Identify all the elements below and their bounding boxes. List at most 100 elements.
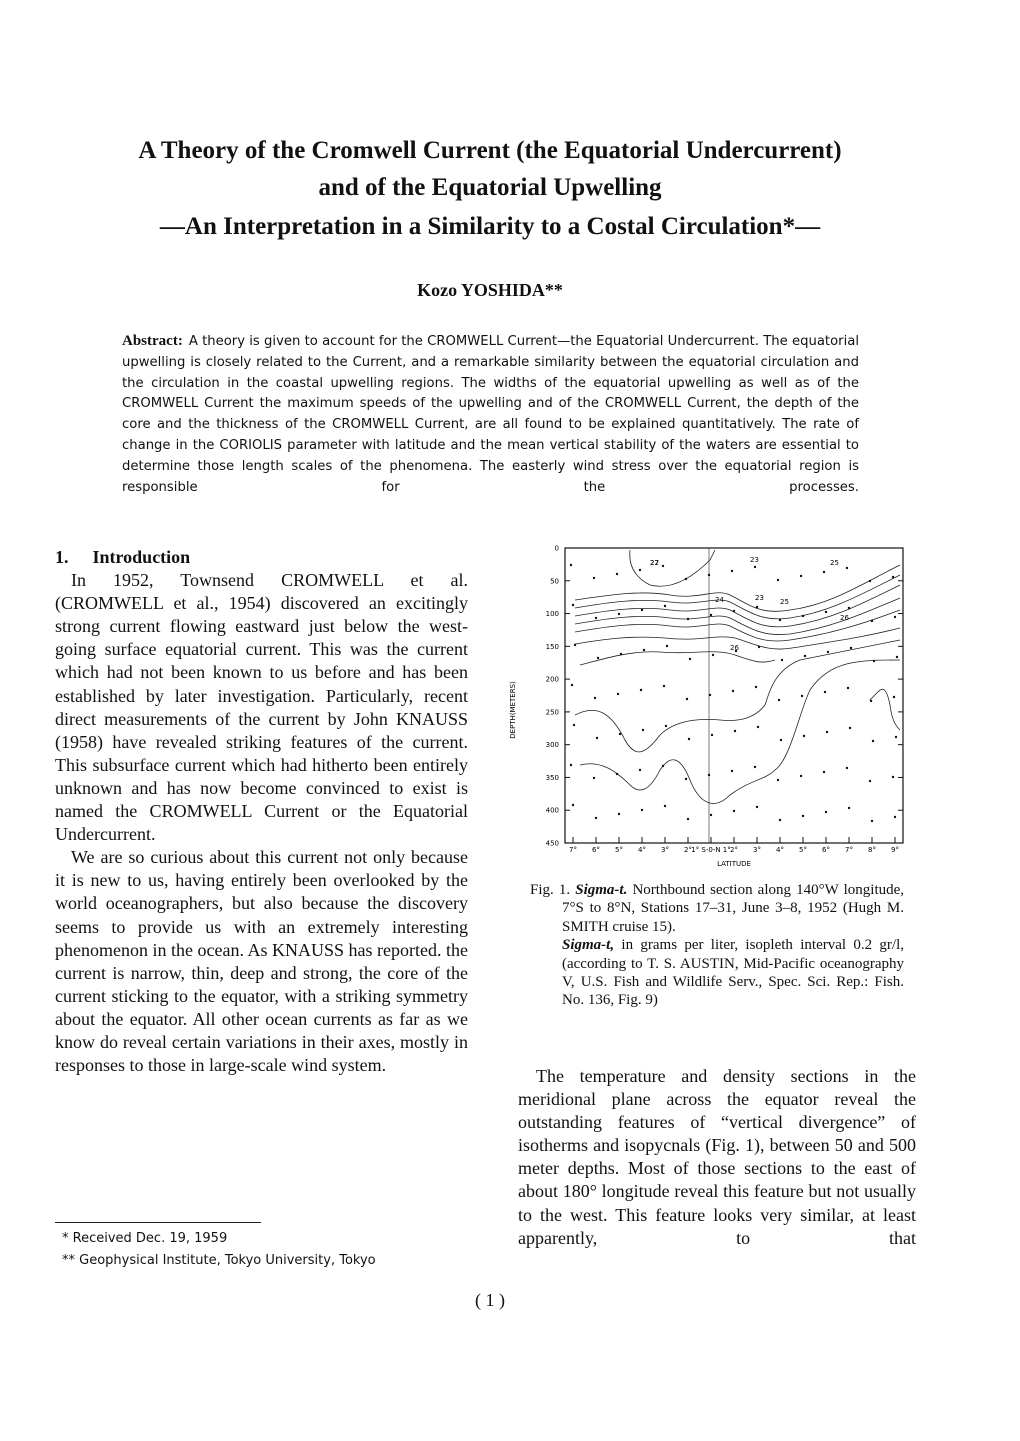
station-dot [824,610,828,614]
station-dot [638,768,642,772]
station-dot [870,619,874,623]
y-tick-label: 300 [546,741,559,749]
station-dot [892,695,896,699]
station-dot [826,650,830,654]
station-dot [891,775,895,779]
plot-frame [564,547,904,844]
station-dot [569,763,573,767]
paragraph: In 1952, Townsend CROMWELL et al. (CROMW… [55,570,468,845]
caption-label: Fig. 1. [530,882,571,898]
station-dot [686,617,690,621]
station-dot [870,819,874,823]
station-dot [638,568,642,572]
left-column: 1. Introduction In 1952, Townsend CROMWEL… [55,546,468,1077]
footnote-rule [55,1222,261,1223]
station-dot [642,648,646,652]
station-dot [776,778,780,782]
station-dot [661,764,665,768]
abstract-label: Abstract: [122,333,183,349]
station-dot [801,814,805,818]
station-dot [710,733,714,737]
station-dot [753,565,757,569]
station-dot [569,563,573,567]
x-tick-label: 4° [776,846,784,854]
station-dot [822,570,826,574]
station-dot [800,694,804,698]
station-dot [754,685,758,689]
station-dot [777,698,781,702]
contour-label: 26 [730,644,739,652]
station-dot [822,770,826,774]
contour-label: 22 [650,559,659,567]
station-dot [731,689,735,693]
station-dot [616,692,620,696]
station-dot [893,615,897,619]
contour-label: 23 [750,556,759,564]
x-tick-label: 3° [661,846,669,854]
x-tick-label: 1° S-0-N 1° [691,846,731,854]
station-dot [891,575,895,579]
station-dot [709,613,713,617]
figure: 22 23 23 24 25 25 26 26 27 0 50 100 150 200 250 300 350… [509,545,904,868]
station-dot [732,809,736,813]
station-dot [755,605,759,609]
x-tick-label: 7° [845,846,853,854]
station-dot [753,765,757,769]
x-tick-label: 8° [868,846,876,854]
station-dot [755,805,759,809]
station-dot [592,776,596,780]
station-dot [847,806,851,810]
abstract: Abstract: A theory is given to account fo… [122,331,859,498]
caption-text: in grams per liter, isopleth interval 0.… [562,937,904,1009]
y-tick-label: 50 [550,577,559,585]
station-dot [848,726,852,730]
station-dot [707,773,711,777]
y-tick-label: 400 [546,807,559,815]
station-dot [615,772,619,776]
station-dot [893,815,897,819]
station-dot [595,736,599,740]
station-dot [846,686,850,690]
x-tick-label: 6° [592,846,600,854]
contour-label: 25 [830,559,839,567]
station-dot [732,609,736,613]
station-dot [573,643,577,647]
title-line: —An Interpretation in a Similarity to a … [159,213,821,240]
station-dot [708,693,712,697]
station-dot [895,655,899,659]
station-dot [663,804,667,808]
station-dot [872,659,876,663]
station-dot [799,774,803,778]
title-line: A Theory of the Cromwell Current (the Eq… [138,137,842,164]
contour-label: 27 [650,559,659,567]
title-line: and of the Equatorial Upwelling [318,174,662,201]
stations: 22 23 23 24 25 25 26 26 27 [569,556,899,823]
station-dot [619,652,623,656]
station-dot [847,606,851,610]
station-dot [801,614,805,618]
station-dot [617,812,621,816]
station-dot [799,574,803,578]
station-dot [730,769,734,773]
station-dot [663,604,667,608]
station-dot [640,608,644,612]
station-dot [615,572,619,576]
abstract-text: A theory is given to account for the CRO… [122,334,859,495]
station-dot [845,566,849,570]
station-dot [757,645,761,649]
station-dot [664,724,668,728]
station-dot [868,779,872,783]
caption-para: Fig. 1. Sigma-t. Northbound section alon… [530,881,904,936]
contour-label: 25 [780,598,789,606]
station-dot [803,654,807,658]
station-dot [711,653,715,657]
station-dot [592,576,596,580]
caption-text: Northbound section along 140°W longitude… [562,882,905,935]
station-dot [824,810,828,814]
contour-label: 26 [840,614,849,622]
y-tick-label: 450 [546,840,559,848]
y-ticks: 0 50 100 150 200 250 300 350 400 450 [546,545,903,848]
y-tick-label: 350 [546,774,559,782]
x-axis-label: LATITUDE [717,860,751,868]
